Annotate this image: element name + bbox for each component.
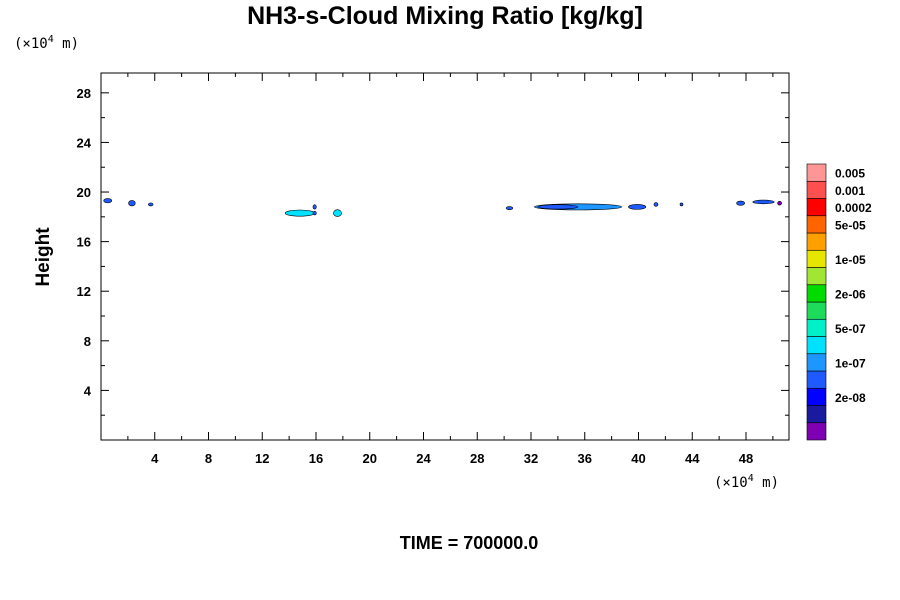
chart-title: NH3-s-Cloud Mixing Ratio [kg/kg]	[247, 2, 643, 30]
colorbar-swatch-3	[806, 370, 827, 389]
colorbar-swatch-14	[806, 180, 827, 199]
colorbar-swatch-8	[806, 284, 827, 303]
colorbar-swatch-9	[806, 267, 827, 286]
y-tick-label: 20	[77, 185, 91, 200]
colorbar-swatch-2	[806, 387, 827, 406]
y-unit-suffix: m)	[54, 36, 79, 52]
x-tick-label: 16	[309, 451, 323, 466]
colorbar-label: 5e-05	[835, 218, 866, 232]
colorbar-swatch-12	[806, 215, 827, 234]
colorbar-label: 1e-07	[835, 356, 866, 370]
colorbar-swatch-10	[806, 249, 827, 268]
cloud-region-6	[333, 209, 342, 217]
x-tick-label: 12	[255, 451, 269, 466]
colorbar-label: 1e-05	[835, 253, 866, 267]
x-tick-label: 44	[685, 451, 700, 466]
y-tick-label: 8	[84, 334, 91, 349]
cloud-region-9	[537, 204, 579, 210]
x-unit-exponent: 4	[748, 473, 754, 484]
colorbar-swatch-1	[806, 405, 827, 424]
x-tick-label: 28	[470, 451, 484, 466]
y-tick-label: 28	[77, 86, 91, 101]
colorbar-label: 0.0002	[835, 201, 872, 215]
x-tick-label: 24	[416, 451, 431, 466]
x-unit-label: (×104 m)	[714, 473, 779, 491]
x-tick-label: 36	[578, 451, 592, 466]
x-tick-label: 40	[631, 451, 645, 466]
colorbar-label: 0.005	[835, 167, 865, 181]
x-tick-label: 4	[151, 451, 159, 466]
cloud-region-13	[736, 200, 745, 206]
colorbar-swatch-4	[806, 353, 827, 372]
y-unit-prefix: (×10	[14, 36, 48, 52]
cloud-region-4	[312, 204, 317, 210]
cloud-region-15	[777, 201, 782, 206]
colorbar-swatch-6	[806, 318, 827, 337]
y-tick-label: 12	[77, 284, 91, 299]
colorbar-swatch-13	[806, 198, 827, 217]
cloud-region-0	[103, 198, 113, 204]
cloud-region-14	[752, 199, 775, 205]
cloud-region-2	[148, 202, 154, 207]
colorbar-swatch-7	[806, 301, 827, 320]
cloud-region-5	[312, 210, 317, 216]
colorbar-swatch-5	[806, 336, 827, 355]
colorbar: 2e-08 1e-07 5e-07 2e-06 1e-05 5e-05 0.0002 0.00…	[806, 163, 872, 441]
cloud-region-12	[679, 202, 684, 207]
time-label: TIME = 700000.0	[400, 533, 539, 553]
y-tick-label: 4	[84, 383, 92, 398]
x-tick-label: 8	[205, 451, 212, 466]
colorbar-label: 0.001	[835, 184, 865, 198]
y-unit-exponent: 4	[48, 34, 54, 45]
colorbar-label: 2e-08	[835, 391, 866, 405]
cloud-region-10	[628, 204, 647, 210]
y-tick-label: 16	[77, 235, 91, 250]
x-tick-label: 20	[363, 451, 377, 466]
x-tick-label: 32	[524, 451, 538, 466]
y-tick-label: 24	[77, 135, 92, 150]
y-axis-label: Height	[33, 227, 54, 287]
x-unit-prefix: (×10	[714, 475, 748, 491]
colorbar-swatch-11	[806, 232, 827, 251]
x-unit-suffix: m)	[754, 475, 779, 491]
cloud-region-7	[505, 206, 514, 210]
colorbar-label: 5e-07	[835, 322, 866, 336]
cloud-region-1	[128, 200, 136, 207]
cloud-region-3	[284, 209, 315, 217]
cloud-region-11	[653, 202, 659, 207]
plot-frame	[100, 72, 790, 441]
colorbar-swatch-15	[806, 163, 827, 182]
y-unit-label: (×104 m)	[14, 34, 79, 52]
colorbar-swatch-0	[806, 422, 827, 441]
x-tick-label: 48	[739, 451, 753, 466]
colorbar-label: 2e-06	[835, 287, 866, 301]
